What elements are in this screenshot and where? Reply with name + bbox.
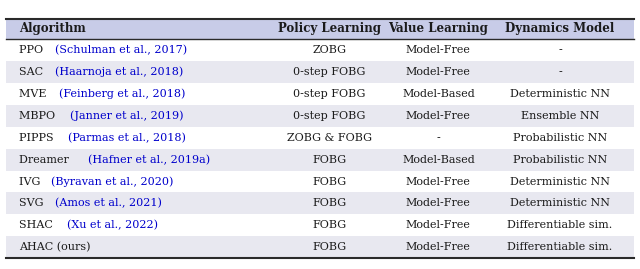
Text: (Schulman et al., 2017): (Schulman et al., 2017) [55,45,187,55]
Text: 0-step FOBG: 0-step FOBG [293,89,366,99]
Text: 0-step FOBG: 0-step FOBG [293,67,366,77]
Text: Model-Free: Model-Free [406,242,471,252]
Text: Model-Free: Model-Free [406,67,471,77]
Text: -: - [436,133,440,143]
Text: Model-Free: Model-Free [406,176,471,186]
Text: PIPPS: PIPPS [19,133,58,143]
Bar [6,19,634,39]
Text: SAC: SAC [19,67,47,77]
Text: MBPO: MBPO [19,111,59,121]
Text: Dreamer: Dreamer [19,155,72,165]
Text: ZOBG: ZOBG [312,45,347,55]
Text: (Amos et al., 2021): (Amos et al., 2021) [55,198,162,208]
Text: Probabilistic NN: Probabilistic NN [513,155,607,165]
Text: Dynamics Model: Dynamics Model [506,22,614,36]
Text: 0-step FOBG: 0-step FOBG [293,111,366,121]
Text: ZOBG & FOBG: ZOBG & FOBG [287,133,372,143]
Text: AHAC (ours): AHAC (ours) [19,242,91,252]
Bar [6,127,634,148]
Text: FOBG: FOBG [312,242,347,252]
Text: Model-Free: Model-Free [406,220,471,230]
Text: Model-Free: Model-Free [406,199,471,208]
Text: (Xu et al., 2022): (Xu et al., 2022) [67,220,159,231]
Text: FOBG: FOBG [312,176,347,186]
Text: SVG: SVG [19,199,47,208]
Text: (Parmas et al., 2018): (Parmas et al., 2018) [68,133,186,143]
Text: (Janner et al., 2019): (Janner et al., 2019) [70,111,184,121]
Text: Model-Free: Model-Free [406,111,471,121]
Text: Deterministic NN: Deterministic NN [510,89,610,99]
Text: Deterministic NN: Deterministic NN [510,176,610,186]
Text: Algorithm: Algorithm [19,22,86,36]
Text: Policy Learning: Policy Learning [278,22,381,36]
Text: PPO: PPO [19,45,47,55]
Text: Differentiable sim.: Differentiable sim. [508,220,612,230]
Text: IVG: IVG [19,176,44,186]
Text: -: - [558,67,562,77]
Bar [6,39,634,61]
Text: Value Learning: Value Learning [388,22,488,36]
Text: Model-Based: Model-Based [402,89,475,99]
Bar [6,214,634,236]
Text: Deterministic NN: Deterministic NN [510,199,610,208]
Text: FOBG: FOBG [312,199,347,208]
Text: Probabilistic NN: Probabilistic NN [513,133,607,143]
Bar [6,236,634,258]
Text: FOBG: FOBG [312,155,347,165]
Bar [6,148,634,171]
Text: Differentiable sim.: Differentiable sim. [508,242,612,252]
Text: SHAC: SHAC [19,220,56,230]
Bar [6,61,634,83]
Text: Ensemble NN: Ensemble NN [521,111,599,121]
Text: (Haarnoja et al., 2018): (Haarnoja et al., 2018) [55,67,183,77]
Bar [6,193,634,214]
Text: MVE: MVE [19,89,50,99]
Text: (Feinberg et al., 2018): (Feinberg et al., 2018) [59,89,186,99]
Text: (Hafner et al., 2019a): (Hafner et al., 2019a) [88,154,210,165]
Text: Model-Based: Model-Based [402,155,475,165]
Text: -: - [558,45,562,55]
Text: Model-Free: Model-Free [406,45,471,55]
Text: FOBG: FOBG [312,220,347,230]
Text: (Byravan et al., 2020): (Byravan et al., 2020) [51,176,173,187]
Bar [6,83,634,105]
Bar [6,105,634,127]
Bar [6,171,634,193]
